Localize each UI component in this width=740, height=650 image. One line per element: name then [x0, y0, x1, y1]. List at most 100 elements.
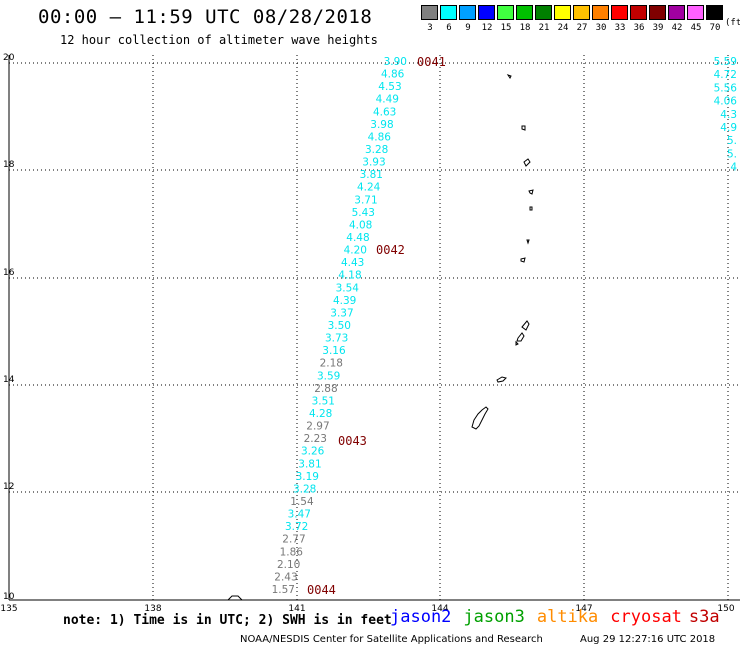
- colorbar-label: 42: [671, 23, 683, 33]
- wave-height-label: 3.19: [296, 471, 319, 483]
- wave-height-label: 5.59: [714, 56, 737, 68]
- island-outline-guam: [471, 406, 489, 430]
- wave-height-label: 5.43: [352, 207, 375, 219]
- wave-height-label: 2.10: [277, 559, 300, 571]
- wave-height-label: 2.88: [314, 383, 337, 395]
- colorbar-label: 12: [481, 23, 493, 33]
- lat-lon-grid: [8, 55, 740, 601]
- wave-height-label: 2.43: [274, 571, 297, 583]
- satellite-legend-altika: altika: [536, 607, 599, 627]
- colorbar-label: 70: [709, 23, 721, 33]
- wave-height-label: 3.59: [317, 370, 340, 382]
- lat-tick-label: 12: [3, 482, 14, 492]
- wave-height-label: 3.54: [336, 282, 360, 294]
- colorbar-swatch: [497, 5, 514, 20]
- colorbar-swatch: [459, 5, 476, 20]
- wave-height-label: 4.20: [344, 245, 367, 257]
- island-outline-agrihan: [523, 158, 531, 167]
- colorbar-swatch: [630, 5, 647, 20]
- altimeter-track: 3.904.864.534.494.633.984.863.283.933.81…: [272, 55, 738, 597]
- pass-time-label: 0044: [307, 583, 336, 597]
- colorbar-unit: (ft): [725, 18, 740, 28]
- island-outline-aguijan: [515, 340, 519, 346]
- island-outline-alamagan: [529, 206, 533, 211]
- wave-height-label: 4.39: [333, 295, 356, 307]
- island-outline-saipan: [521, 320, 530, 331]
- wave-height-label: 4.63: [373, 106, 396, 118]
- lon-tick-label: 135: [0, 604, 17, 614]
- credit-line: NOAA/NESDIS Center for Satellite Applica…: [240, 634, 543, 645]
- satellite-legend-jason3: jason3: [463, 607, 525, 627]
- satellite-legend: jason2 jason3 altika cryosat s3a: [390, 607, 720, 627]
- satellite-legend-cryosat: cryosat: [610, 607, 682, 627]
- wave-height-label: 3.28: [293, 483, 316, 495]
- lat-tick-label: 20: [3, 53, 15, 63]
- colorbar-label: 15: [500, 23, 512, 33]
- island-outline-ngulu: [227, 595, 243, 601]
- colorbar-label: 30: [595, 23, 607, 33]
- footnote: note: 1) Time is in UTC; 2) SWH is in fe…: [63, 613, 392, 628]
- colorbar-label: 36: [633, 23, 645, 33]
- lon-tick-label: 138: [144, 604, 161, 614]
- colorbar-label: 27: [576, 23, 588, 33]
- colorbar-swatch: [611, 5, 628, 20]
- island-outline-tinian: [516, 332, 525, 342]
- lon-tick-label: 147: [575, 604, 592, 614]
- colorbar-swatch: [668, 5, 685, 20]
- map-title: 00:00 – 11:59 UTC 08/28/2018: [38, 6, 373, 28]
- axis-tick-labels: 135 138 141 144 147 150 10 12 14 16 18 20: [0, 53, 734, 614]
- satellite-legend-jason2: jason2: [390, 607, 452, 627]
- pass-time-label: 0041: [417, 55, 446, 69]
- wave-height-label: 1.86: [280, 546, 304, 558]
- wave-height-label: 4.53: [378, 81, 401, 93]
- pass-time-label: 0042: [376, 243, 405, 257]
- colorbar-label: 18: [519, 23, 531, 33]
- colorbar-swatch: [554, 5, 571, 20]
- wave-height-label: 3.93: [362, 157, 385, 169]
- island-outline-pagan: [528, 189, 534, 195]
- colorbar-swatch: [649, 5, 666, 20]
- colorbar-swatch: [421, 5, 438, 20]
- wave-height-label: 3.73: [325, 333, 348, 345]
- wave-height-label: 4.06: [714, 96, 738, 108]
- wave-height-label: 4.86: [368, 131, 392, 143]
- island-outline-sarigan: [526, 239, 530, 245]
- colorbar-swatch: [592, 5, 609, 20]
- colorbar-swatch: [535, 5, 552, 20]
- pass-time-label: 0043: [338, 434, 367, 448]
- wave-height-label: 3.98: [370, 119, 393, 131]
- wave-height-label: 3.71: [354, 194, 377, 206]
- colorbar-label: 3: [427, 23, 433, 33]
- colorbar-label: 24: [557, 23, 569, 33]
- wave-height-label: 2.23: [304, 433, 327, 445]
- colorbar-label: 33: [614, 23, 626, 33]
- wave-height-label: 4.18: [338, 270, 361, 282]
- wave-height-label: 3.72: [285, 521, 308, 533]
- wave-height-label: 3.81: [298, 458, 321, 470]
- map-subtitle: 12 hour collection of altimeter wave hei…: [60, 33, 378, 47]
- wave-height-label: 4.08: [349, 219, 372, 231]
- colorbar-swatch: [706, 5, 723, 20]
- colorbar-label: 9: [465, 23, 471, 33]
- colorbar-label: 21: [538, 23, 550, 33]
- colorbar-swatch: [478, 5, 495, 20]
- lon-tick-label: 141: [288, 604, 305, 614]
- wave-height-label: 5.56: [714, 82, 738, 94]
- wave-height-label: 4.49: [376, 94, 399, 106]
- island-outline-farallon: [506, 74, 512, 79]
- island-outlines: [227, 74, 534, 601]
- wave-height-label: 2.77: [282, 534, 305, 546]
- wave-height-label: 2.97: [306, 421, 329, 433]
- wave-height-label: 1.54: [290, 496, 314, 508]
- colorbar-label: 45: [690, 23, 702, 33]
- wave-height-label: 4: [730, 162, 737, 174]
- lon-tick-label: 150: [717, 604, 734, 614]
- lat-tick-label: 18: [3, 160, 15, 170]
- island-outline-anatahan: [520, 257, 526, 263]
- wave-height-label: 3.26: [301, 446, 325, 458]
- wave-height-label: 3.51: [312, 395, 335, 407]
- wave-height-label: 3.90: [384, 56, 407, 68]
- wave-height-label: 5.: [727, 148, 737, 160]
- wave-height-label: 2.18: [320, 358, 343, 370]
